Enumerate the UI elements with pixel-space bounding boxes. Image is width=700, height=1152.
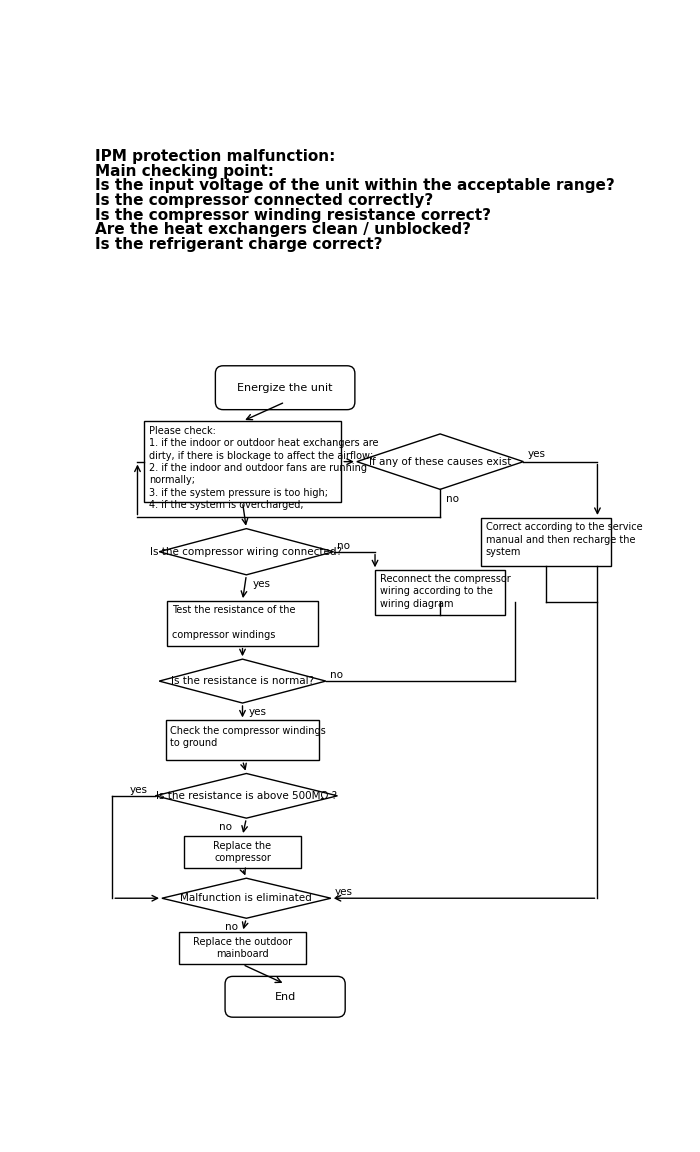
Text: Is the compressor winding resistance correct?: Is the compressor winding resistance cor… xyxy=(95,207,491,222)
Text: Test the resistance of the

compressor windings: Test the resistance of the compressor wi… xyxy=(172,605,295,639)
Text: Is the input voltage of the unit within the acceptable range?: Is the input voltage of the unit within … xyxy=(95,179,615,194)
Text: yes: yes xyxy=(130,785,148,795)
Polygon shape xyxy=(357,434,524,490)
Text: yes: yes xyxy=(527,449,545,458)
Text: IPM protection malfunction:: IPM protection malfunction: xyxy=(95,149,335,164)
Text: Energize the unit: Energize the unit xyxy=(237,382,333,393)
FancyBboxPatch shape xyxy=(166,720,319,760)
FancyBboxPatch shape xyxy=(375,570,505,615)
Text: Correct according to the service
manual and then recharge the
system: Correct according to the service manual … xyxy=(486,523,643,558)
Polygon shape xyxy=(159,659,326,703)
Text: Reconnect the compressor
wiring according to the
wiring diagram: Reconnect the compressor wiring accordin… xyxy=(379,574,510,609)
Text: Malfunction is eliminated: Malfunction is eliminated xyxy=(181,893,312,903)
Text: Is the resistance is normal?: Is the resistance is normal? xyxy=(171,676,314,687)
Text: Check the compressor windings
to ground: Check the compressor windings to ground xyxy=(170,726,326,748)
Text: yes: yes xyxy=(253,579,271,589)
Text: Is the compressor connected correctly?: Is the compressor connected correctly? xyxy=(95,192,433,207)
FancyBboxPatch shape xyxy=(183,836,302,869)
Text: yes: yes xyxy=(335,887,353,897)
FancyBboxPatch shape xyxy=(144,422,342,502)
Text: no: no xyxy=(447,493,459,503)
Text: If any of these causes exist: If any of these causes exist xyxy=(369,456,511,467)
Polygon shape xyxy=(155,773,337,818)
Polygon shape xyxy=(159,529,334,575)
Text: no: no xyxy=(337,540,351,551)
Text: Please check:
1. if the indoor or outdoor heat exchangers are
dirty, if there is: Please check: 1. if the indoor or outdoo… xyxy=(149,426,379,510)
FancyBboxPatch shape xyxy=(178,932,307,964)
Text: Is the compressor wiring connected?: Is the compressor wiring connected? xyxy=(150,547,342,556)
Text: no: no xyxy=(330,670,343,680)
Text: Replace the outdoor
mainboard: Replace the outdoor mainboard xyxy=(193,938,292,960)
FancyBboxPatch shape xyxy=(216,366,355,410)
Text: Main checking point:: Main checking point: xyxy=(95,164,274,179)
Text: no: no xyxy=(225,923,238,932)
Text: no: no xyxy=(219,823,232,833)
Text: Are the heat exchangers clean / unblocked?: Are the heat exchangers clean / unblocke… xyxy=(95,222,471,237)
Text: yes: yes xyxy=(248,707,267,718)
Text: Replace the
compressor: Replace the compressor xyxy=(214,841,272,863)
FancyBboxPatch shape xyxy=(167,601,318,645)
Polygon shape xyxy=(162,878,331,918)
FancyBboxPatch shape xyxy=(225,977,345,1017)
Text: End: End xyxy=(274,992,295,1002)
Text: Is the refrigerant charge correct?: Is the refrigerant charge correct? xyxy=(95,237,383,252)
Text: Is the resistance is above 500MΩ ?: Is the resistance is above 500MΩ ? xyxy=(156,790,337,801)
FancyBboxPatch shape xyxy=(481,518,611,566)
